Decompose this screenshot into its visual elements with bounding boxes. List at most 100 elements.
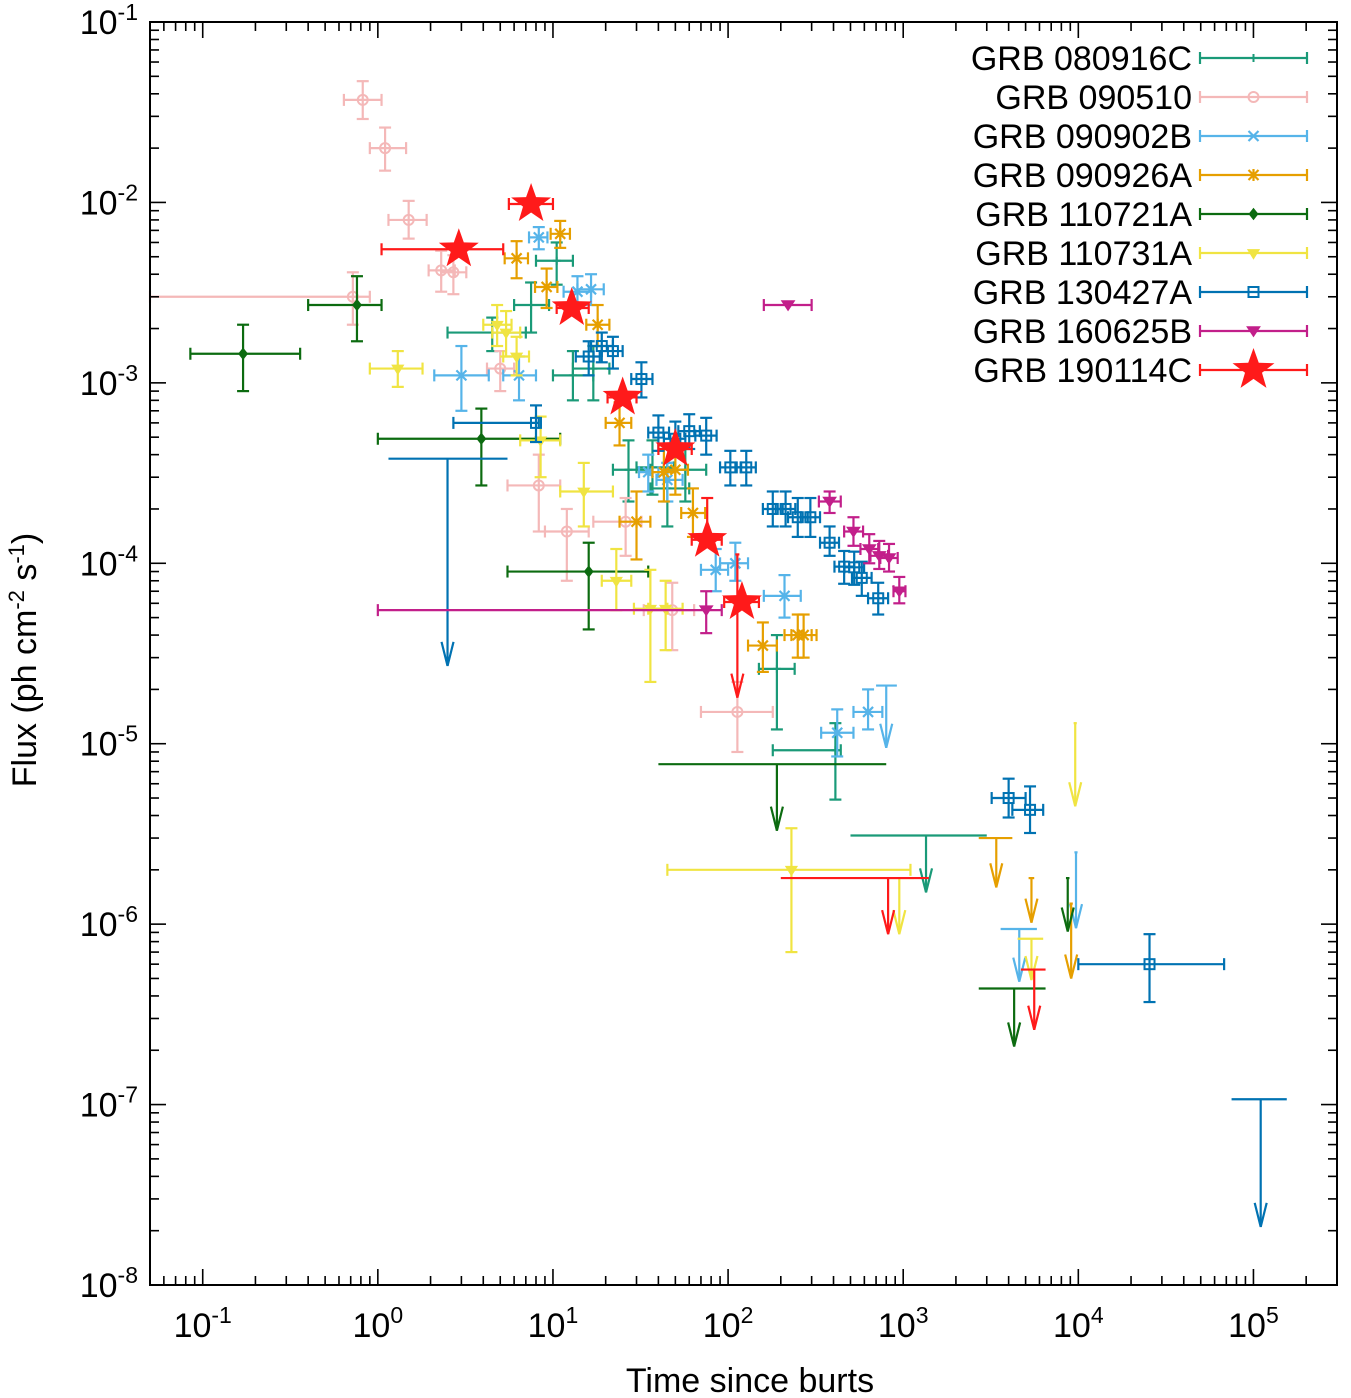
marker-circle [560, 525, 573, 538]
upper-limit [850, 834, 987, 893]
marker-triangle [509, 352, 524, 364]
x-tick-label-exp: 5 [1266, 1302, 1279, 1328]
marker-circle [532, 479, 545, 492]
y-tick-label: 10-8 [80, 1262, 138, 1305]
y-tick-label: 10-5 [80, 721, 138, 764]
x-tick-label: 10-1 [174, 1302, 232, 1345]
x-tick-label-exp: 1 [565, 1302, 578, 1328]
data-point [774, 490, 797, 528]
marker-circle [447, 266, 460, 279]
marker-star [721, 581, 762, 620]
data-point [757, 633, 796, 731]
y-tick-label: 10-1 [80, 0, 138, 42]
x-tick-label: 103 [878, 1302, 929, 1345]
limit-arrowhead [881, 909, 896, 935]
marker-diamond [583, 565, 594, 578]
upper-limit [978, 987, 1046, 1047]
y-tick-label-exp: -8 [118, 1262, 138, 1288]
upper-limit [978, 836, 1013, 888]
y-tick-label-exp: -2 [118, 179, 138, 205]
y-tick-label-base: 10 [80, 365, 118, 403]
marker-triangle-filled [891, 586, 907, 598]
limit-arrowhead [1060, 907, 1075, 932]
legend-label: GRB 090510 [995, 79, 1192, 117]
marker-circle [402, 213, 415, 226]
series-grb-190114c [380, 183, 1046, 1030]
marker-diamond [238, 347, 249, 360]
marker-diamond [1248, 207, 1259, 221]
data-point [735, 449, 757, 487]
series-grb-090510 [148, 80, 774, 754]
y-tick-label-exp: -6 [118, 901, 138, 927]
marker-triangle-filled [780, 300, 796, 312]
legend-label: GRB 130427A [973, 274, 1193, 312]
marker-x [831, 726, 844, 739]
marker-plus [772, 664, 781, 673]
legend-entry: GRB 090902B [973, 118, 1309, 156]
y-tick-label-base: 10 [80, 726, 118, 764]
marker-triangle-filled [881, 553, 897, 565]
data-point [549, 219, 572, 249]
data-point [527, 225, 549, 251]
marker-square [724, 461, 737, 474]
legend-entry: GRB 110731A [975, 235, 1309, 273]
marker-asterisk [591, 318, 604, 331]
marker-circle [379, 142, 392, 155]
marker-square [1247, 286, 1260, 298]
marker-square [823, 536, 836, 549]
data-point [891, 575, 907, 605]
data-point [189, 323, 302, 393]
x-axis-label: Time since burts [626, 1362, 874, 1398]
x-tick-label-exp: 4 [1091, 1302, 1104, 1328]
marker-plus [589, 364, 598, 373]
limit-arrowhead [1253, 1202, 1268, 1228]
legend-label: GRB 110731A [975, 235, 1192, 273]
data-point [820, 708, 855, 758]
data-point [502, 335, 531, 377]
limit-arrowhead [730, 673, 745, 698]
marker-asterisk [510, 252, 523, 265]
marker-asterisk [630, 515, 643, 528]
data-point [368, 126, 408, 172]
marker-triangle [784, 865, 799, 877]
data-point [818, 525, 841, 557]
series-grb-090902b [433, 225, 1084, 982]
limit-arrowhead [1024, 898, 1039, 923]
upper-limit [876, 684, 897, 749]
y-tick-label-exp: -3 [118, 360, 138, 386]
marker-diamond [476, 432, 487, 445]
marker-square [700, 429, 713, 442]
limit-arrowhead [879, 723, 894, 749]
marker-asterisk [757, 639, 769, 652]
marker-square [582, 350, 595, 363]
x-tick-label-exp: 2 [741, 1302, 754, 1328]
data-point [721, 581, 762, 620]
marker-asterisk [797, 629, 810, 642]
y-tick-label: 10-4 [80, 540, 138, 583]
data-point [859, 533, 880, 565]
data-point [850, 560, 873, 597]
limit-arrowhead [1064, 954, 1079, 979]
tick-labels: 10-1 100 101 102 103 104 10510-810-710-610-510… [80, 0, 1279, 1345]
data-point [790, 613, 818, 659]
x-tick-label-exp: -1 [211, 1302, 231, 1328]
marker-square [740, 461, 753, 474]
upper-limit [1020, 968, 1046, 1030]
y-tick-label-base: 10 [80, 545, 118, 583]
marker-star [438, 228, 479, 267]
data-point [600, 547, 633, 612]
data-point [376, 590, 723, 635]
y-tick-label-base: 10 [80, 4, 118, 42]
data-point [376, 407, 562, 487]
legend-entry: GRB 080916C [971, 40, 1309, 78]
data-point [647, 414, 671, 452]
marker-star [655, 427, 696, 466]
data-point [1077, 933, 1226, 1004]
marker-diamond [352, 298, 362, 312]
marker-square [606, 345, 619, 358]
data-point [618, 490, 652, 561]
y-tick-label: 10-2 [80, 179, 138, 222]
marker-asterisk [554, 227, 566, 240]
data-point [503, 240, 530, 280]
